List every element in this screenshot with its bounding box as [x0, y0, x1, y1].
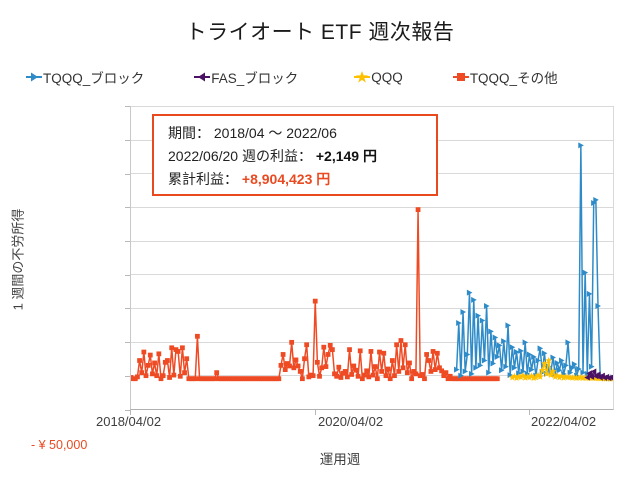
legend-item-fas-block[interactable]: FAS_ブロック — [194, 67, 298, 87]
series-plot — [131, 142, 613, 382]
y-tick-mark-8 — [125, 376, 130, 377]
x-tick-label-2: 2022/04/02 — [531, 414, 597, 429]
y-tick-mark-3 — [125, 207, 130, 208]
legend-label-fas-block: FAS_ブロック — [211, 71, 299, 86]
gridline-300000 — [131, 207, 613, 208]
series-TQQQ_ブロック — [454, 142, 613, 382]
y-tick-mark-9 — [125, 410, 130, 411]
annotation-total-label: 累計利益： — [168, 171, 238, 187]
annotation-week-value: +2,149 円 — [315, 148, 377, 164]
gridline-250000 — [131, 241, 613, 242]
gridline-200000 — [131, 274, 613, 275]
legend-label-qqq: QQQ — [371, 69, 403, 85]
y-tick-mark-0 — [125, 106, 130, 107]
x-axis-title: 運用週 — [319, 452, 361, 467]
y-tick-mark-6 — [125, 308, 130, 309]
annotation-period-value: 2018/04 〜 2022/06 — [213, 125, 337, 141]
legend-label-tqqq-block: TQQQ_ブロック — [43, 71, 145, 86]
x-tick-label-1: 2020/04/02 — [318, 414, 384, 429]
page-title: トライオート ETF 週次報告 — [185, 21, 455, 44]
x-tick-mark-1 — [315, 410, 316, 415]
annotation-total-value: +8,904,423 円 — [241, 171, 331, 187]
legend-item-tqqq-other[interactable]: TQQQ_その他 — [452, 67, 558, 87]
gridline-0 — [131, 409, 613, 410]
annotation-period-label: 期間： — [168, 125, 210, 141]
triangle-right-icon — [26, 70, 42, 84]
gridline-150000 — [131, 308, 613, 309]
annotation-week-line: 2022/06/20 週の利益： +2,149 円 — [168, 145, 436, 168]
y-axis-title: 1 週間の不労所得 — [10, 208, 26, 311]
triangle-left-icon — [194, 70, 211, 84]
x-tick-label-0: 2018/04/02 — [96, 414, 162, 429]
legend-item-qqq[interactable]: QQQ — [354, 70, 403, 85]
x-tick-mark-0 — [130, 410, 131, 415]
gridline-100000 — [131, 342, 613, 343]
y-negative-tick-label: - ¥ 50,000 — [31, 438, 88, 452]
y-tick-mark-7 — [125, 342, 130, 343]
series-TQQQ_その他 — [131, 207, 500, 382]
x-tick-mark-2 — [529, 410, 530, 415]
y-tick-mark-1 — [125, 140, 130, 141]
legend-label-tqqq-other: TQQQ_その他 — [469, 71, 558, 86]
gridline-450000 — [131, 106, 613, 107]
chart-legend: TQQQ_ブロック FAS_ブロック QQQ TQQQ_その他 — [26, 66, 620, 88]
y-tick-mark-2 — [125, 174, 130, 175]
series-FAS_ブロック — [584, 368, 613, 382]
annotation-period-line: 期間： 2018/04 〜 2022/06 — [168, 122, 436, 145]
annotation-week-label: 2022/06/20 週の利益： — [168, 148, 312, 164]
y-tick-mark-4 — [125, 241, 130, 242]
legend-item-tqqq-block[interactable]: TQQQ_ブロック — [26, 67, 144, 87]
annotation-total-line: 累計利益： +8,904,423 円 — [168, 168, 436, 191]
square-icon — [452, 70, 469, 84]
star-icon — [354, 70, 371, 84]
series-QQQ — [508, 356, 613, 382]
y-tick-mark-5 — [125, 275, 130, 276]
summary-annotation-box: 期間： 2018/04 〜 2022/06 2022/06/20 週の利益： +… — [152, 114, 438, 196]
